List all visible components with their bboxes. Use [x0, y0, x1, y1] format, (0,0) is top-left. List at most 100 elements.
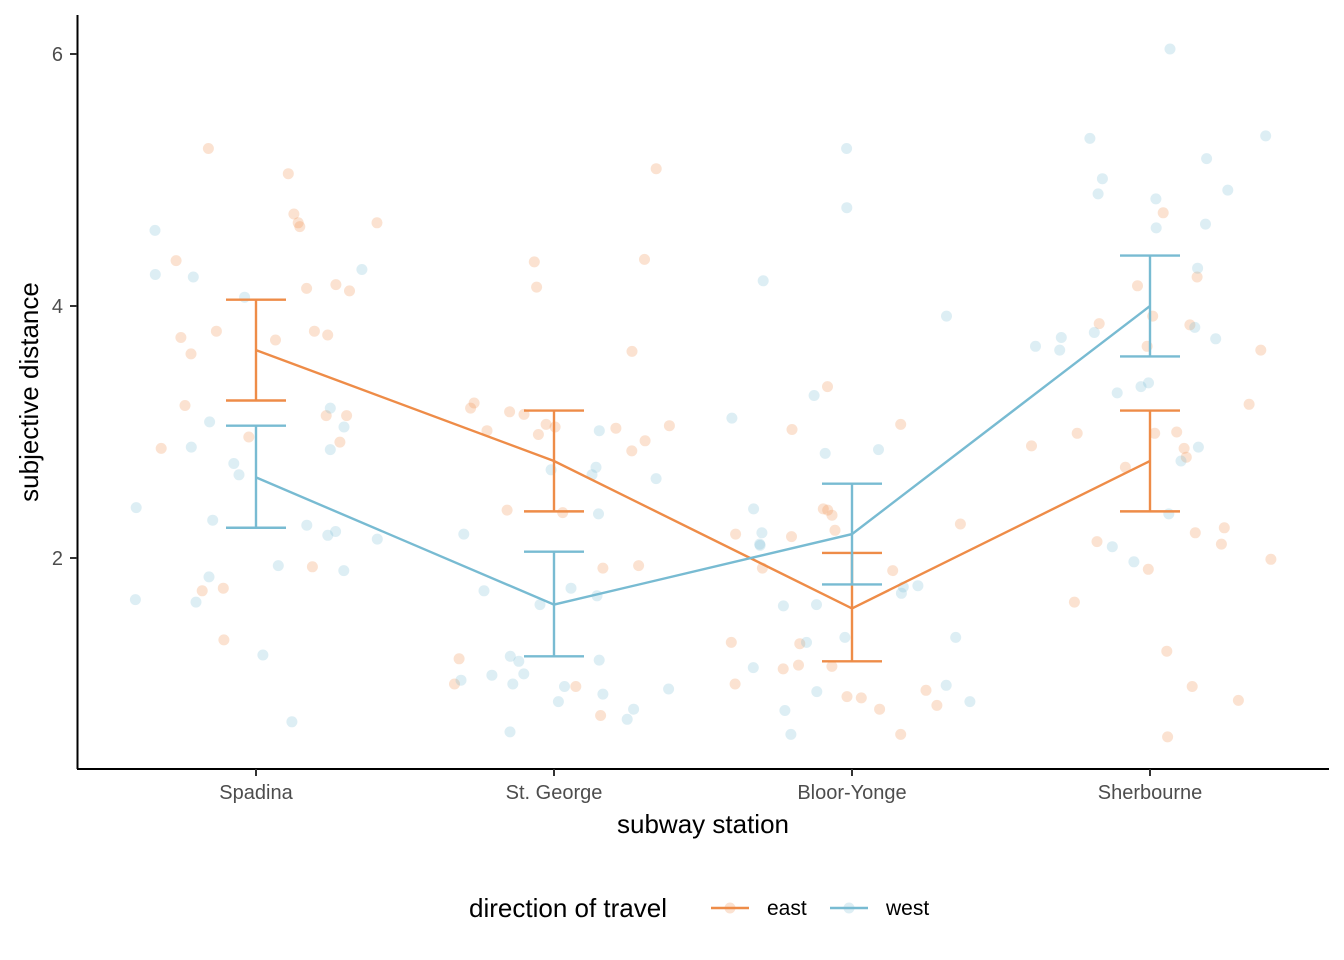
data-point-east-39 [481, 425, 493, 437]
mean-line-west [255, 305, 1151, 606]
data-point-east-60 [786, 531, 797, 543]
legend-title: direction of travel [469, 893, 667, 923]
data-point-east-50 [595, 710, 607, 721]
data-point-west-14 [301, 519, 313, 531]
data-point-east-40 [532, 429, 544, 440]
data-point-east-99 [1232, 694, 1244, 706]
data-point-west-83 [1150, 193, 1162, 205]
data-point-east-17 [320, 410, 332, 422]
data-point-east-78 [1184, 319, 1196, 331]
data-point-west-50 [841, 143, 853, 154]
data-point-east-71 [931, 699, 943, 711]
x-tick-label-bloor-yonge: Bloor-Yonge [797, 782, 906, 804]
data-point-east-27 [639, 253, 650, 265]
data-point-east-93 [1215, 538, 1227, 550]
x-tick-label-st-george: St. George [506, 782, 603, 804]
data-point-west-78 [1084, 132, 1096, 144]
data-point-west-56 [873, 444, 884, 456]
data-point-west-19 [338, 565, 350, 577]
data-point-west-70 [747, 662, 759, 674]
data-point-east-58 [829, 524, 841, 536]
data-point-west-67 [839, 631, 851, 643]
data-point-east-89 [1119, 461, 1131, 473]
data-point-east-88 [1180, 451, 1192, 463]
x-tick-label-sherbourne: Sherbourne [1098, 782, 1203, 804]
data-point-west-37 [593, 654, 605, 666]
data-point-west-12 [130, 502, 142, 514]
data-point-west-66 [777, 600, 789, 612]
data-point-west-65 [811, 599, 822, 611]
data-point-west-40 [486, 669, 498, 681]
data-point-west-93 [1143, 377, 1154, 389]
data-point-west-45 [597, 688, 609, 700]
data-point-west-92 [1054, 344, 1066, 356]
data-point-east-96 [1068, 596, 1080, 608]
data-point-west-52 [757, 275, 769, 287]
y-axis-title: subjective distance [14, 282, 44, 502]
data-point-west-60 [754, 538, 766, 550]
data-point-east-42 [626, 445, 638, 457]
data-point-east-7 [344, 285, 355, 297]
data-point-east-75 [1157, 207, 1169, 219]
data-point-east-47 [453, 653, 465, 665]
data-point-east-37 [540, 418, 552, 430]
data-point-west-73 [964, 696, 976, 708]
data-point-east-23 [217, 582, 229, 594]
data-point-west-88 [1088, 327, 1100, 338]
data-point-west-2 [149, 269, 161, 280]
data-point-east-24 [196, 585, 208, 597]
data-point-west-79 [1201, 153, 1213, 165]
data-point-east-56 [826, 509, 838, 521]
data-point-east-51 [822, 381, 833, 393]
data-point-west-25 [593, 425, 605, 437]
data-point-east-1 [202, 143, 214, 154]
y-tick-label-6: 6 [52, 44, 63, 66]
data-point-west-75 [785, 728, 797, 740]
data-point-east-73 [895, 728, 907, 740]
data-point-east-30 [626, 345, 638, 357]
data-point-west-100 [1128, 556, 1140, 568]
data-point-east-72 [874, 703, 886, 715]
data-point-west-59 [756, 527, 768, 539]
data-point-east-86 [1026, 440, 1037, 452]
data-point-west-94 [1135, 381, 1147, 393]
data-point-east-81 [1255, 344, 1267, 356]
data-point-east-76 [1132, 280, 1143, 292]
data-point-east-95 [1142, 563, 1154, 575]
data-point-west-64 [895, 587, 907, 599]
data-point-west-10 [228, 458, 240, 469]
data-point-east-90 [1218, 522, 1230, 534]
data-point-west-54 [808, 390, 820, 401]
data-point-east-69 [841, 691, 853, 703]
data-point-west-89 [1055, 332, 1067, 343]
data-point-west-39 [518, 668, 530, 680]
data-point-west-58 [748, 503, 760, 515]
data-point-east-70 [855, 692, 867, 704]
data-point-east-13 [175, 332, 187, 343]
data-point-east-57 [954, 518, 966, 530]
data-point-east-0 [288, 208, 300, 220]
data-point-west-15 [330, 526, 342, 537]
data-point-east-41 [639, 435, 651, 447]
data-point-west-69 [801, 636, 812, 648]
data-point-west-77 [1260, 130, 1272, 142]
data-point-west-4 [239, 291, 251, 303]
data-point-west-22 [190, 596, 202, 608]
points-layer [129, 43, 1277, 743]
data-point-east-82 [1071, 427, 1083, 439]
data-point-west-53 [941, 310, 952, 322]
data-point-east-9 [330, 279, 342, 291]
data-point-east-87 [1178, 442, 1190, 454]
data-point-east-11 [210, 325, 222, 337]
data-point-east-5 [292, 217, 304, 229]
data-point-west-18 [272, 560, 284, 572]
data-point-west-21 [129, 594, 141, 606]
data-point-west-81 [1222, 184, 1234, 196]
data-point-east-36 [663, 420, 675, 432]
data-point-east-22 [306, 561, 318, 573]
lines-layer [226, 254, 1180, 663]
legend-key-east-point [724, 902, 736, 914]
data-point-east-98 [1186, 681, 1198, 692]
data-point-east-19 [334, 436, 346, 448]
